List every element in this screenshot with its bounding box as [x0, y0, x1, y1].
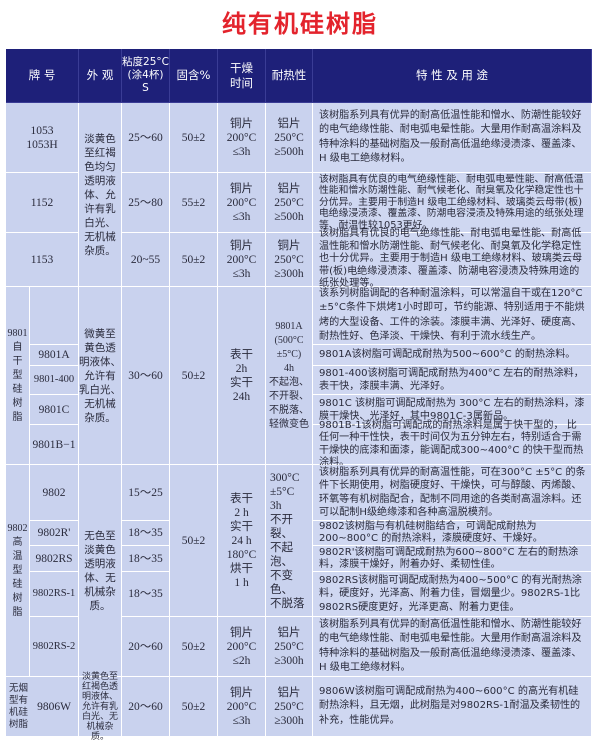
- grade-cell: 1053 1053H: [6, 103, 79, 173]
- heat-cell: 9801A (500°C ±5°C) 4h 不起泡、 不开裂、 不脱落、 轻微变…: [266, 287, 313, 465]
- viscosity-cell: 18～35: [122, 546, 170, 572]
- appearance-cell: 淡黄色至 红褐色透 明液体、 允许有乳 白光、无 机械杂质。: [79, 672, 122, 742]
- solids-cell: 50±2: [170, 103, 218, 173]
- grade-cell: 1152: [6, 173, 79, 233]
- description-cell: 9801A该树脂可调配成耐热为500~600°C 的耐热涂料。: [313, 345, 592, 366]
- heat-cell: 铝片 250°C ≥300h: [266, 677, 313, 737]
- viscosity-cell: 30～60: [122, 287, 170, 465]
- group-label-9802: 9802 高 温 型 硅 树 脂: [6, 465, 30, 677]
- grade-cell: 9802RS-1: [30, 572, 79, 617]
- description-cell: 该树脂具有优良的电气绝缘性能、耐电弧电晕性能、耐高低温性能和憎水防潮性能、耐气候…: [313, 228, 592, 289]
- dry-time-cell: 表干 2h 实干 24h: [218, 287, 266, 465]
- description-cell: 9806W该树脂可调配成耐热为400~600°C 的高光有机硅耐热涂料，且无烟，…: [313, 677, 592, 737]
- viscosity-cell: 20～60: [122, 617, 170, 677]
- solids-cell: 50±2: [170, 465, 218, 617]
- description-cell: 9801B-1该树脂可调配成的耐热涂料是属于快干型的， 比任何一种干性快，表干时…: [313, 420, 592, 468]
- viscosity-cell: 25～60: [122, 103, 170, 173]
- description-cell: 该树脂具有优良的电气绝缘性能、耐电弧电晕性能、耐高低温性能和憎水防潮性能、耐气候…: [313, 173, 592, 233]
- heat-cell: 铝片 250°C ≥300h: [266, 617, 313, 677]
- grade-cell: 9802: [30, 465, 79, 521]
- dry-time-cell: 表干 2 h 实干 24 h 180°C 烘干 1 h: [218, 465, 266, 617]
- description-cell: 该树脂系列具有优异的耐高温性能，可在300°C ±5°C 的条件下长期使用，树脂…: [313, 465, 592, 521]
- solids-cell: 50±2: [170, 233, 218, 287]
- description-cell: 9802RS该树脂可调配成耐热为400~500°C 的有光耐热涂料，硬度好，光泽…: [313, 572, 592, 617]
- viscosity-cell: 20～60: [122, 677, 170, 737]
- grade-cell: 9801C: [30, 395, 79, 425]
- dry-time-cell: 铜片 200°C ≤3h: [218, 173, 266, 233]
- grade-cell: 9802RS-2: [30, 617, 79, 677]
- heat-cell: 铝片 250°C ≥500h: [266, 103, 313, 173]
- dry-time-cell: 铜片 200°C ≤3h: [218, 233, 266, 287]
- header-solids: 固含%: [170, 49, 218, 103]
- grade-cell-empty: [30, 287, 79, 345]
- grade-cell: 9801B−1: [30, 425, 79, 465]
- grade-cell: 9801-400: [30, 366, 79, 395]
- grade-cell: 9801A: [30, 345, 79, 366]
- header-heat-resistance: 耐热性: [266, 49, 313, 103]
- description-cell: 该系列树脂调配的各种耐温涂料，可以常温自干或在120°C ±5°C条件下烘烤1小…: [313, 287, 592, 345]
- solids-cell: 50±2: [170, 617, 218, 677]
- grade-cell: 9806W: [30, 677, 79, 737]
- solids-cell: 55±2: [170, 173, 218, 233]
- description-cell: 9801-400该树脂可调配成耐热为400°C 左右的耐热涂料，表干快，漆膜丰满…: [313, 366, 592, 395]
- appearance-cell: 无色至 淡黄色 透明液 体、无 机械杂 质。: [79, 465, 122, 677]
- header-grade: 牌 号: [6, 49, 79, 103]
- solids-cell: 50±2: [170, 677, 218, 737]
- grade-cell: 9802RS: [30, 546, 79, 572]
- dry-time-cell: 铜片 200°C ≤3h: [218, 677, 266, 737]
- header-appearance: 外 观: [79, 49, 122, 103]
- viscosity-cell: 18～35: [122, 572, 170, 617]
- description-cell: 该树脂系列具有优异的耐高低温性能和憎水、防潮性能较好的电气绝缘性能、耐电弧电晕性…: [313, 103, 592, 173]
- heat-cell: 铜片 250°C ≥300h: [266, 233, 313, 287]
- header-features: 特 性 及 用 途: [313, 49, 592, 103]
- description-cell: 该树脂系列具有优异的耐高低温性能和憎水、防潮性能较好的电气绝缘性能、耐电弧电晕性…: [313, 617, 592, 677]
- group-label-9801: 9801 自 干 型 硅 树 脂: [6, 287, 30, 465]
- header-viscosity: 粘度25°C (涂4杯) S: [122, 49, 170, 103]
- grade-cell: 9802R': [30, 521, 79, 546]
- heat-cell: 铝片 250°C ≥500h: [266, 173, 313, 233]
- viscosity-cell: 18～35: [122, 521, 170, 546]
- description-cell: 9802该树脂与有机硅树脂结合，可调配成耐热为200~800°C 的耐热涂料，漆…: [313, 521, 592, 546]
- header-dry-time: 干燥 时间: [218, 49, 266, 103]
- group-label-9806: 无烟 型有 机硅 树脂: [6, 677, 32, 737]
- description-cell: 9801C 该树脂可调配成耐热为 300°C 左右的耐热涂料，漆膜干燥快、光泽好…: [313, 395, 592, 425]
- viscosity-cell: 15～25: [122, 465, 170, 521]
- heat-cell: 300°C ±5°C 3h 不开裂、 不起泡、 不变色、 不脱落: [266, 465, 313, 617]
- page-title: 纯有机硅树脂: [222, 9, 378, 38]
- grade-cell: 1153: [6, 233, 79, 287]
- viscosity-cell: 20~55: [122, 233, 170, 287]
- dry-time-cell: 铜片 200°C ≤2h: [218, 617, 266, 677]
- viscosity-cell: 25～80: [122, 173, 170, 233]
- appearance-cell: 微黄至 黄色透 明液体、 允许有 乳白光、 无机械 杂质。: [79, 287, 122, 465]
- dry-time-cell: 铜片 200°C ≤3h: [218, 103, 266, 173]
- solids-cell: 50±2: [170, 287, 218, 465]
- description-cell: 9802R'该树脂可调配成耐热为600~800°C 左右的耐热涂料，漆膜干燥好，…: [313, 546, 592, 572]
- appearance-cell: 淡黄色 至红褐 色均匀 透明液 体、允 许有乳 白光、 无机械 杂质。: [79, 103, 122, 287]
